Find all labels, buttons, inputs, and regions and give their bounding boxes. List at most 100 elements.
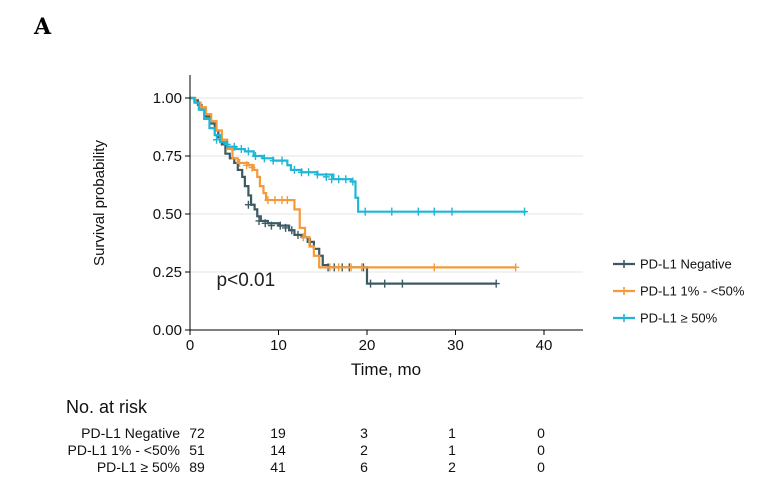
censor-mark	[335, 175, 343, 184]
censor-mark	[388, 207, 396, 216]
censor-mark	[282, 223, 290, 232]
censor-mark	[512, 263, 520, 272]
risk-count: 41	[270, 459, 286, 475]
censor-mark	[288, 226, 296, 235]
survival-curve-pd-l1-1-50	[190, 96, 516, 269]
y-tick-label: 0.50	[153, 206, 182, 223]
censor-mark	[264, 196, 272, 205]
risk-count: 3	[360, 425, 368, 441]
censor-mark	[244, 200, 252, 209]
censor-mark	[381, 279, 389, 288]
x-tick-label: 30	[447, 337, 464, 354]
legend: PD-L1 Negative PD-L1 1% - <50% PD-L1 ≥ 50%	[613, 257, 745, 326]
risk-count: 19	[270, 425, 286, 441]
risk-count: 6	[360, 459, 368, 475]
survival-curve-pd-l1-negative	[190, 96, 497, 285]
censor-mark	[349, 177, 357, 186]
legend-item-pd-l1-1-50: PD-L1 1% - <50%	[613, 284, 745, 299]
censor-mark	[299, 233, 307, 242]
survival-curve-pd-l1-50	[190, 96, 527, 213]
censor-mark	[298, 168, 306, 177]
risk-table: No. at risk PD-L1 Negative 72 19 3 1 0PD-L1 1…	[66, 397, 545, 475]
censor-mark	[328, 175, 336, 184]
censor-mark	[267, 221, 275, 230]
censor-mark	[283, 196, 291, 205]
risk-table-title: No. at risk	[66, 397, 148, 417]
risk-count: 0	[537, 459, 545, 475]
censor-mark	[290, 165, 298, 174]
censor-mark	[313, 170, 321, 179]
panel-label: A	[33, 14, 52, 40]
risk-row-label: PD-L1 ≥ 50%	[97, 459, 180, 475]
risk-row-label: PD-L1 1% - <50%	[68, 442, 180, 458]
y-tick-label: 0.75	[153, 148, 182, 165]
survival-curves	[190, 96, 529, 288]
x-axis-ticks: 0 10 20 30 40	[186, 330, 553, 354]
legend-label: PD-L1 1% - <50%	[640, 284, 745, 299]
risk-count: 72	[189, 425, 205, 441]
censor-mark	[347, 263, 355, 272]
risk-count: 0	[537, 442, 545, 458]
censor-mark	[237, 145, 245, 154]
censor-mark	[260, 154, 268, 163]
censor-mark	[278, 156, 286, 165]
censor-mark	[492, 279, 500, 288]
x-tick-label: 0	[186, 337, 194, 354]
y-axis-title: Survival probability	[91, 140, 108, 266]
x-tick-label: 20	[359, 337, 376, 354]
censor-mark	[335, 263, 343, 272]
legend-label: PD-L1 ≥ 50%	[640, 311, 718, 326]
censor-mark	[361, 207, 369, 216]
censor-mark	[251, 152, 259, 160]
censor-mark	[414, 207, 422, 216]
censor-mark	[244, 147, 252, 156]
risk-count: 14	[270, 442, 286, 458]
y-tick-label: 0.25	[153, 264, 182, 281]
censor-mark	[305, 168, 313, 177]
censor-mark	[430, 207, 438, 216]
y-tick-label: 1.00	[153, 90, 182, 107]
censor-mark	[358, 263, 366, 272]
risk-count: 2	[360, 442, 368, 458]
censor-mark	[326, 263, 334, 272]
y-axis-ticks: 0.00 0.25 0.50 0.75 1.00	[153, 90, 190, 339]
censor-mark	[236, 158, 244, 167]
risk-row-pd-l1-50: PD-L1 ≥ 50% 89 41 6 2 0	[97, 459, 545, 475]
risk-count: 2	[448, 459, 456, 475]
censor-mark	[276, 221, 284, 230]
x-tick-label: 40	[536, 337, 553, 354]
risk-count: 0	[537, 425, 545, 441]
risk-count: 1	[448, 425, 456, 441]
censor-mark	[521, 207, 529, 216]
risk-row-pd-l1-1-50: PD-L1 1% - <50% 51 14 2 1 0	[68, 442, 546, 458]
x-tick-label: 10	[270, 337, 287, 354]
risk-count: 51	[189, 442, 205, 458]
censor-mark	[448, 207, 456, 216]
censor-mark	[430, 263, 438, 272]
risk-count: 1	[448, 442, 456, 458]
y-tick-label: 0.00	[153, 322, 182, 339]
censor-mark	[398, 279, 406, 288]
censor-mark	[248, 163, 256, 172]
censor-mark	[322, 172, 330, 181]
censor-mark	[367, 279, 375, 288]
legend-item-pd-l1-negative: PD-L1 Negative	[613, 257, 732, 272]
p-value-annotation: p<0.01	[217, 270, 276, 291]
risk-count: 89	[189, 459, 205, 475]
legend-item-pd-l1-50: PD-L1 ≥ 50%	[613, 311, 718, 326]
risk-row-pd-l1-negative: PD-L1 Negative 72 19 3 1 0	[81, 425, 545, 441]
censor-mark	[223, 140, 231, 149]
censor-mark	[269, 156, 277, 165]
risk-row-label: PD-L1 Negative	[81, 425, 180, 441]
censor-mark	[261, 219, 269, 228]
censor-mark	[213, 135, 221, 144]
censor-mark	[230, 142, 238, 151]
censor-mark	[243, 161, 251, 170]
legend-label: PD-L1 Negative	[640, 257, 732, 272]
censor-mark	[294, 230, 302, 239]
censor-mark	[255, 216, 263, 225]
x-axis-title: Time, mo	[351, 360, 421, 379]
plot-area: 0 10 20 30 40 0.00 0.25 0.50 0.75 1.00	[153, 75, 583, 354]
censor-mark	[271, 196, 279, 205]
